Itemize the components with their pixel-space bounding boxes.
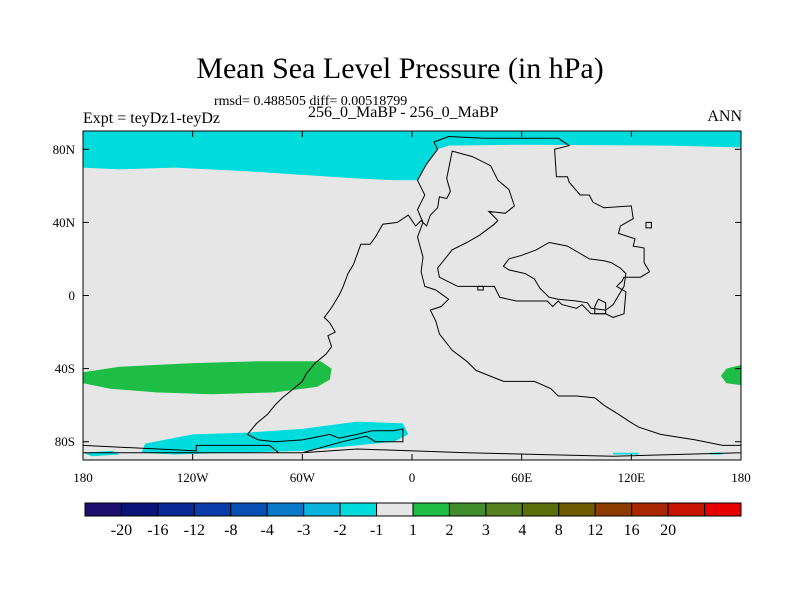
colorbar-label: -12 (184, 522, 205, 539)
colorbar-swatch (667, 502, 706, 517)
colorbar-label: 16 (624, 522, 640, 539)
colorbar-label: 12 (587, 522, 603, 539)
x-tick-label: 180 (731, 470, 751, 485)
y-tick-label: 80S (55, 434, 75, 449)
colorbar-label: 8 (555, 522, 563, 539)
colorbar-label: -2 (333, 522, 346, 539)
colorbar-swatch (558, 502, 596, 517)
colorbar-swatch (704, 502, 742, 517)
colorbar-label: 1 (409, 522, 417, 539)
coastlines (83, 135, 741, 457)
small-cyan-patch-b (613, 452, 639, 455)
experiment-label: Expt = teyDz1-teyDz (83, 110, 220, 127)
chart-title: Mean Sea Level Pressure (in hPa) (196, 52, 604, 85)
arctic-cyan-region (83, 131, 741, 181)
colorbar: -20 -16 -12 -8 -4 -3 -2 -1 1 2 3 4 8 12 16 20 (84, 502, 742, 539)
colorbar-swatch (631, 502, 669, 517)
colorbar-swatch (448, 502, 487, 517)
colorbar-swatch (193, 502, 232, 517)
southern-ocean-green-region (83, 361, 332, 395)
small-island-a (594, 298, 607, 315)
small-island-c (645, 221, 652, 229)
pangea-coastline (83, 135, 741, 457)
colorbar-label: -8 (224, 522, 237, 539)
colorbar-label: 4 (518, 522, 526, 539)
colorbar-swatch (303, 502, 341, 517)
colorbar-swatch (521, 502, 560, 517)
colorbar-swatch (339, 502, 378, 517)
small-island-b (477, 285, 484, 291)
y-tick-label: 40N (53, 215, 76, 230)
x-tick-label: 120W (177, 470, 210, 485)
east-edge-green-region (720, 365, 741, 386)
x-tick-label: 180 (73, 470, 93, 485)
x-tick-label: 60W (290, 470, 316, 485)
colorbar-label: 3 (482, 522, 490, 539)
colorbar-label: -3 (297, 522, 310, 539)
colorbar-label: -20 (111, 522, 132, 539)
stats-line: rmsd= 0.488505 diff= 0.00518799 (214, 94, 408, 109)
antarctic-cyan-region (141, 421, 409, 455)
contour-regions (83, 131, 741, 457)
season-label: ANN (707, 108, 742, 125)
colorbar-swatch (230, 502, 268, 517)
colorbar-swatch (266, 502, 305, 517)
colorbar-swatch (157, 502, 195, 517)
colorbar-label: 20 (660, 522, 676, 539)
x-tick-label: 0 (409, 470, 416, 485)
colorbar-label: -16 (147, 522, 168, 539)
colorbar-swatch (84, 502, 122, 517)
colorbar-label: -1 (370, 522, 383, 539)
axis-ticks: 180 120W 60W 0 60E 120E 180 80N 40N 0 40S 80S (53, 131, 751, 485)
y-tick-label: 40S (55, 361, 75, 376)
colorbar-swatch (412, 502, 450, 517)
x-tick-label: 120E (618, 470, 646, 485)
colorbar-swatch (376, 502, 414, 517)
map-background (83, 131, 741, 460)
colorbar-label: -4 (261, 522, 274, 539)
comparison-label: 256_0_MaBP - 256_0_MaBP (308, 104, 499, 121)
colorbar-label: 2 (445, 522, 453, 539)
colorbar-swatch (120, 502, 159, 517)
y-tick-label: 80N (53, 142, 76, 157)
colorbar-swatch (485, 502, 523, 517)
colorbar-swatch (594, 502, 633, 517)
y-tick-label: 0 (69, 288, 76, 303)
x-tick-label: 60E (511, 470, 532, 485)
